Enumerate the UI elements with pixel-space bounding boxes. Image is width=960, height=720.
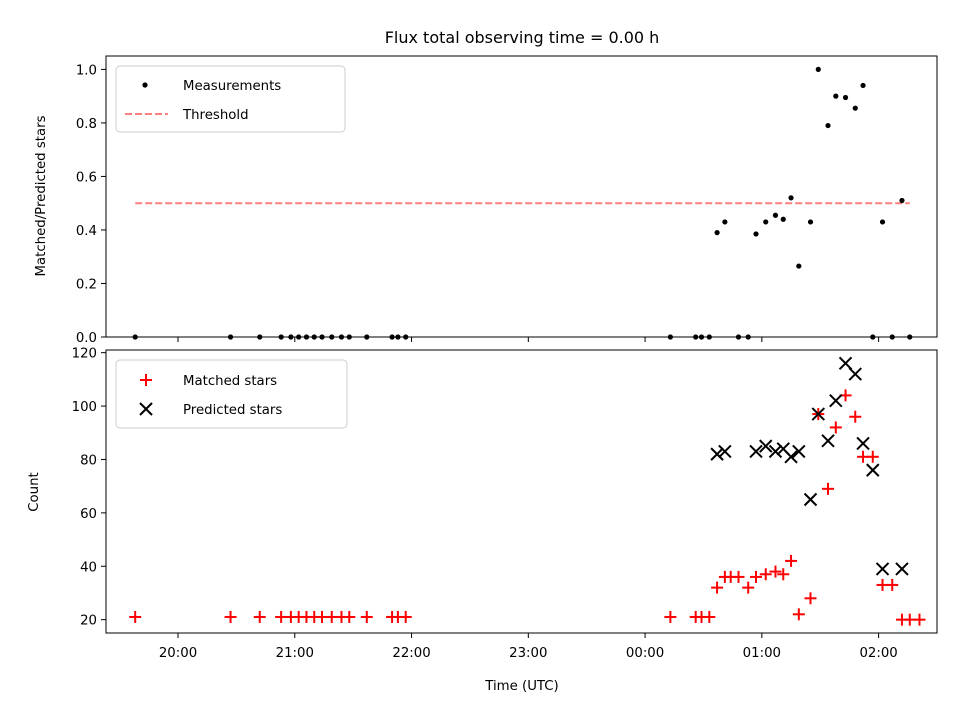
bottom-ylabel: Count: [27, 472, 42, 512]
bottom-ytick-label: 80: [80, 453, 97, 468]
matched-star-point: [664, 610, 677, 623]
legend-measurements-marker: [142, 82, 148, 88]
predicted-star-point: [811, 407, 825, 421]
legend-predicted-label: Predicted stars: [183, 403, 282, 418]
measurement-point: [860, 82, 866, 89]
matched-star-point: [777, 568, 790, 581]
measurement-point: [753, 231, 759, 237]
matched-star-point: [849, 410, 862, 423]
matched-star-point: [343, 610, 356, 623]
bottom-ytick-label: 60: [80, 507, 97, 522]
top-ytick-label: 0.8: [76, 117, 97, 132]
bottom-ytick-label: 100: [72, 400, 97, 415]
measurement-point: [825, 122, 831, 129]
predicted-star-point: [866, 463, 880, 477]
bottom-panel: 20 40 60 80 100 120 20:00 21:00 22:00 23:00 00:00…: [27, 347, 938, 694]
measurement-point: [722, 219, 728, 225]
predicted-star-point: [895, 562, 909, 576]
matched-star-point: [703, 610, 716, 623]
measurement-point: [780, 216, 786, 222]
matched-star-point: [711, 581, 724, 594]
predicted-star-point: [848, 367, 862, 381]
bottom-xtick-label: 01:00: [743, 646, 781, 661]
predicted-star-point: [749, 444, 763, 459]
predicted-star-point: [718, 444, 732, 459]
bottom-ytick-label: 40: [80, 560, 97, 575]
top-ytick-label: 0.2: [76, 277, 97, 292]
predicted-star-point: [838, 356, 853, 371]
bottom-legend: Matched stars Predicted stars: [115, 359, 348, 429]
bottom-xtick-label: 02:00: [859, 646, 897, 661]
matched-star-point: [750, 570, 763, 583]
top-ytick-label: 0.6: [76, 170, 97, 185]
top-legend: Measurements Threshold: [115, 65, 346, 133]
predicted-star-point: [821, 434, 835, 448]
legend-matched-label: Matched stars: [183, 374, 277, 389]
matched-star-point: [913, 613, 926, 626]
predicted-star-point: [875, 562, 890, 576]
legend-measurements-label: Measurements: [183, 79, 281, 94]
bottom-xtick-label: 22:00: [392, 646, 430, 661]
measurement-point: [796, 263, 802, 269]
measurement-point: [714, 230, 720, 236]
predicted-star-point: [768, 444, 783, 459]
measurement-point: [763, 219, 769, 225]
legend-predicted-marker: [139, 402, 153, 416]
matched-star-point: [886, 578, 899, 591]
bottom-ytick-label: 120: [72, 347, 97, 362]
top-ytick-label: 1.0: [76, 63, 97, 78]
bottom-xtick-label: 20:00: [159, 646, 197, 661]
matched-star-point: [253, 610, 266, 623]
measurement-point: [772, 212, 779, 218]
measurement-point: [852, 105, 858, 111]
matched-star-point: [742, 581, 755, 594]
matched-star-point: [792, 608, 805, 621]
bottom-xtick-label: 23:00: [509, 646, 547, 661]
matched-star-point: [769, 565, 782, 578]
bottom-xtick-label: 00:00: [626, 646, 664, 661]
top-ylabel: Matched/Predicted stars: [34, 115, 49, 276]
bottom-xtick-label: 21:00: [276, 646, 314, 661]
matched-star-point: [129, 610, 142, 623]
predicted-star-point: [784, 450, 798, 464]
measurement-point: [833, 93, 839, 99]
predicted-star-point: [792, 444, 806, 459]
top-ytick-label: 0.0: [76, 331, 97, 346]
legend-threshold-label: Threshold: [182, 108, 249, 123]
predicted-star-point: [759, 439, 773, 453]
bottom-ytick-label: 20: [80, 614, 97, 629]
matched-star-point: [399, 610, 412, 623]
predicted-star-point: [856, 436, 870, 451]
top-panel: 0.0 0.2 0.4 0.6 0.8 1.0 Matched/Predicted sta…: [34, 55, 938, 346]
matched-star-point: [829, 421, 842, 434]
matched-star-point: [785, 554, 798, 567]
matched-star-point: [866, 450, 879, 463]
matched-star-point: [822, 482, 835, 495]
measurement-point: [807, 219, 814, 225]
figure-title: Flux total observing time = 0.00 h: [385, 28, 660, 47]
bottom-axes-frame: [105, 349, 938, 634]
bottom-xlabel: Time (UTC): [484, 679, 559, 694]
predicted-star-point: [710, 447, 724, 461]
top-ytick-label: 0.4: [76, 224, 97, 239]
measurement-point: [879, 219, 886, 225]
predicted-star-point: [803, 492, 818, 507]
matched-star-point: [732, 570, 745, 583]
matched-star-point: [759, 568, 772, 581]
measurement-point: [788, 195, 794, 201]
legend-matched-marker: [140, 374, 152, 386]
matched-star-point: [224, 610, 237, 623]
matched-star-point: [804, 592, 817, 605]
measurement-point: [815, 66, 821, 72]
predicted-star-point: [829, 394, 843, 408]
measurement-point: [842, 94, 849, 101]
matched-star-point: [360, 610, 373, 623]
measurement-point: [899, 197, 905, 204]
top-axes-frame: [105, 55, 938, 338]
